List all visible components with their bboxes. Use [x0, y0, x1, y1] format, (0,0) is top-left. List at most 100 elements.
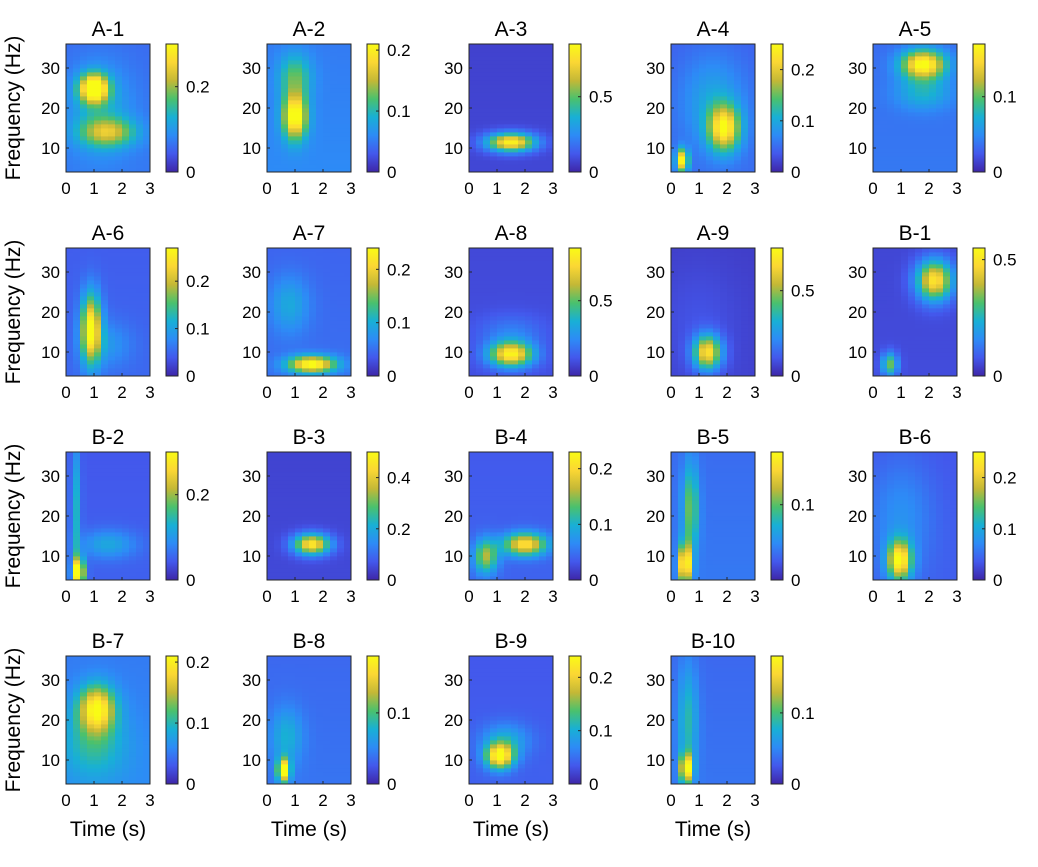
heatmap-cell — [511, 308, 519, 313]
heatmap-cell — [532, 296, 540, 301]
heatmap-cell — [115, 556, 123, 561]
heatmap-cell — [330, 88, 338, 93]
heatmap-cell — [330, 524, 338, 529]
heatmap-cell — [288, 516, 296, 521]
heatmap-cell — [525, 124, 533, 129]
heatmap-cell — [87, 504, 95, 509]
heatmap-cell — [476, 116, 484, 121]
heatmap-cell — [936, 336, 944, 341]
heatmap-cell — [713, 336, 721, 341]
heatmap-cell — [129, 112, 137, 117]
heatmap-cell — [894, 164, 902, 169]
heatmap-cell — [80, 108, 88, 113]
heatmap-cell — [678, 284, 686, 289]
heatmap-cell — [337, 64, 345, 69]
heatmap-cell — [539, 248, 547, 253]
heatmap-cell — [288, 104, 296, 109]
heatmap-cell — [281, 112, 289, 117]
heatmap-cell — [288, 348, 296, 353]
heatmap-cell — [915, 268, 923, 273]
heatmap-cell — [887, 264, 895, 269]
heatmap-cell — [344, 464, 352, 469]
heatmap-cell — [685, 168, 693, 173]
heatmap-cell — [518, 156, 526, 161]
heatmap-cell — [880, 328, 888, 333]
heatmap-cell — [337, 168, 345, 173]
heatmap-cell — [267, 52, 275, 57]
heatmap-cell — [692, 272, 700, 277]
heatmap-cell — [73, 284, 81, 289]
heatmap-cell — [483, 528, 491, 533]
heatmap-cell — [108, 80, 116, 85]
heatmap-cell — [115, 296, 123, 301]
heatmap-cell — [483, 480, 491, 485]
heatmap-cell — [483, 456, 491, 461]
heatmap-cell — [330, 528, 338, 533]
heatmap-cell — [901, 284, 909, 289]
heatmap-cell — [929, 64, 937, 69]
heatmap-cell — [518, 136, 526, 141]
heatmap-cell — [469, 168, 477, 173]
heatmap-cell — [316, 144, 324, 149]
heatmap-cell — [469, 88, 477, 93]
heatmap-cell — [267, 112, 275, 117]
heatmap-cell — [950, 264, 958, 269]
heatmap-cell — [469, 328, 477, 333]
heatmap-cell — [108, 316, 116, 321]
heatmap-cell — [936, 104, 944, 109]
heatmap-cell — [143, 476, 151, 481]
heatmap-cell — [678, 140, 686, 145]
colorbar — [568, 43, 582, 173]
heatmap-cell — [901, 292, 909, 297]
heatmap-cell — [101, 456, 109, 461]
heatmap-cell — [915, 256, 923, 261]
heatmap-cell — [943, 104, 951, 109]
heatmap-cell — [539, 280, 547, 285]
heatmap-cell — [922, 248, 930, 253]
heatmap-cell — [469, 164, 477, 169]
heatmap-cell — [136, 480, 144, 485]
heatmap-cell — [741, 308, 749, 313]
heatmap-cell — [901, 80, 909, 85]
heatmap-cell — [532, 316, 540, 321]
heatmap-cell — [915, 104, 923, 109]
heatmap-cell — [101, 256, 109, 261]
heatmap-cell — [497, 48, 505, 53]
heatmap-cell — [129, 80, 137, 85]
heatmap-cell — [87, 316, 95, 321]
heatmap-cell — [136, 484, 144, 489]
heatmap-cell — [720, 140, 728, 145]
heatmap-cell — [87, 48, 95, 53]
heatmap-cell — [66, 268, 74, 273]
heatmap-cell — [483, 308, 491, 313]
heatmap-cell — [504, 292, 512, 297]
heatmap-cell — [720, 344, 728, 349]
heatmap-cell — [936, 76, 944, 81]
heatmap-cell — [267, 296, 275, 301]
heatmap-cell — [94, 64, 102, 69]
x-tick-label: 3 — [346, 587, 355, 606]
heatmap-cell — [267, 152, 275, 157]
heatmap-cell — [497, 300, 505, 305]
heatmap-cell — [87, 568, 95, 573]
heatmap-cell — [915, 64, 923, 69]
heatmap-cell — [518, 280, 526, 285]
heatmap-cell — [741, 144, 749, 149]
heatmap-cell — [115, 576, 123, 581]
heatmap-cell — [720, 252, 728, 257]
heatmap-cell — [748, 340, 756, 345]
heatmap-cell — [539, 308, 547, 313]
heatmap-cell — [929, 340, 937, 345]
heatmap-cell — [344, 348, 352, 353]
heatmap-cell — [344, 552, 352, 557]
heatmap-cell — [73, 544, 81, 549]
heatmap-cell — [873, 292, 881, 297]
heatmap-cell — [94, 576, 102, 581]
heatmap-cell — [87, 364, 95, 369]
heatmap-cell — [929, 308, 937, 313]
heatmap-cell — [143, 288, 151, 293]
heatmap-cell — [518, 360, 526, 365]
heatmap-cell — [483, 264, 491, 269]
heatmap-cell — [518, 168, 526, 173]
heatmap-cell — [344, 84, 352, 89]
